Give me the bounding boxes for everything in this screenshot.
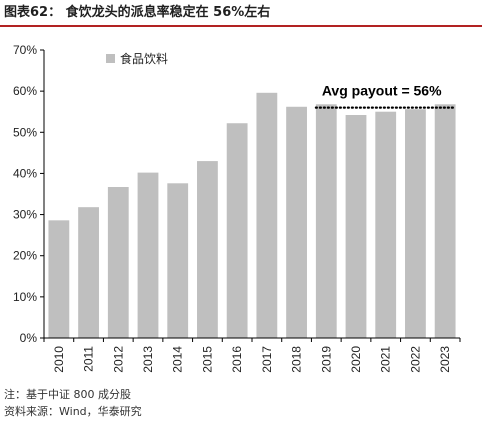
y-axis: 0% 10% 20% 30% 40% 50% 60% 70% bbox=[13, 43, 44, 345]
y-tick-label: 30% bbox=[13, 208, 37, 222]
x-tick-label: 2017 bbox=[260, 346, 274, 373]
bar-2019 bbox=[315, 104, 337, 339]
x-axis: 2010 2011 2012 2013 2014 2015 2016 2017 2018 2019… bbox=[43, 338, 461, 373]
notes: 注：基于中证 800 成分股 资料来源：Wind，华泰研究 bbox=[4, 386, 142, 420]
x-tick-label: 2016 bbox=[230, 346, 244, 373]
bar-2016 bbox=[226, 123, 248, 338]
x-tick-label: 2022 bbox=[408, 346, 422, 373]
avg-payout-label: Avg payout = 56% bbox=[322, 83, 442, 99]
legend: 食品饮料 bbox=[106, 51, 168, 66]
x-tick-label: 2014 bbox=[171, 346, 185, 373]
footnote: 注：基于中证 800 成分股 bbox=[4, 388, 131, 401]
bar-2014 bbox=[167, 183, 189, 338]
x-tick-label: 2010 bbox=[52, 346, 66, 373]
bar-2020 bbox=[345, 115, 367, 339]
source-note: 资料来源：Wind，华泰研究 bbox=[4, 405, 142, 418]
x-tick-label: 2019 bbox=[319, 346, 333, 373]
bar-2010 bbox=[48, 220, 70, 338]
bar-2023 bbox=[434, 104, 456, 339]
bar-2018 bbox=[286, 106, 307, 338]
bar-2021 bbox=[375, 111, 397, 338]
x-tick-label: 2018 bbox=[290, 346, 304, 373]
x-tick-label: 2012 bbox=[111, 346, 125, 373]
bar-2013 bbox=[137, 172, 159, 338]
y-tick-label: 50% bbox=[13, 125, 37, 139]
y-tick-label: 60% bbox=[13, 84, 37, 98]
bar-2012 bbox=[107, 187, 129, 338]
x-tick-label: 2015 bbox=[200, 346, 214, 373]
bars bbox=[48, 92, 456, 339]
legend-label: 食品饮料 bbox=[120, 51, 168, 66]
bar-2022 bbox=[405, 109, 426, 338]
y-tick-label: 20% bbox=[13, 249, 37, 263]
bar-2015 bbox=[197, 161, 218, 338]
y-tick-label: 40% bbox=[13, 166, 37, 180]
x-tick-label: 2013 bbox=[141, 346, 155, 373]
title-rule bbox=[0, 25, 482, 27]
bar-2017 bbox=[256, 92, 278, 338]
x-tick-label: 2023 bbox=[438, 346, 452, 373]
bar-chart: 0% 10% 20% 30% 40% 50% 60% 70% 2010 2011 2012 2013… bbox=[13, 43, 461, 373]
y-tick-label: 10% bbox=[13, 290, 37, 304]
legend-swatch bbox=[106, 54, 115, 63]
figure-title: 图表62： 食饮龙头的派息率稳定在 56%左右 bbox=[4, 5, 271, 20]
y-tick-label: 70% bbox=[13, 43, 37, 57]
x-tick-label: 2020 bbox=[349, 346, 363, 373]
x-tick-label: 2021 bbox=[379, 346, 393, 373]
x-tick-label: 2011 bbox=[82, 346, 96, 372]
bar-2011 bbox=[78, 207, 99, 338]
y-tick-label: 0% bbox=[20, 331, 38, 345]
